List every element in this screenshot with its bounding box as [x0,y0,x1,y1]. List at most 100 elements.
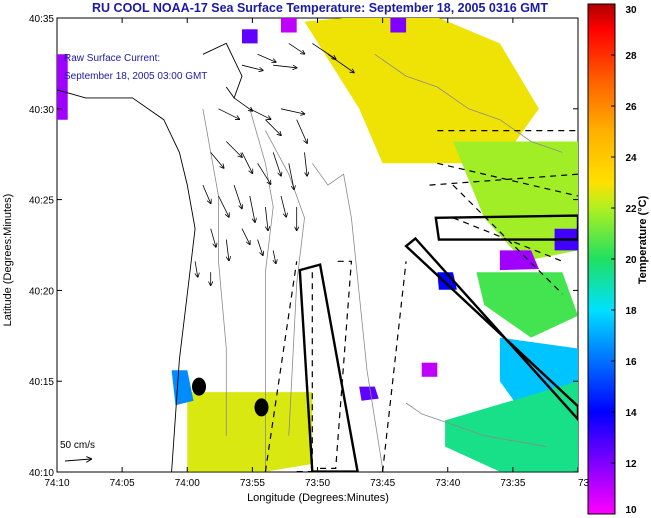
sst-patch-0 [187,392,313,472]
coastline-segment-0 [57,89,196,472]
current-vector-5 [312,43,335,59]
current-vector-3 [288,43,305,53]
x-tick-label: 74:05 [110,478,135,489]
y-tick-label: 40:30 [29,105,54,116]
colorbar-tick-label: 18 [625,306,637,317]
coastline-layer [57,42,243,472]
colorbar-tick-label: 12 [625,459,637,470]
bathymetry-layer [202,53,563,469]
bathymetry-contour-0 [202,108,227,436]
colorbar [587,3,616,515]
scale-arrow-label: 50 cm/s [60,440,95,451]
x-tick-label: 73:55 [240,478,265,489]
current-vector-14 [241,152,252,173]
sst-layer [57,18,578,472]
radar-sector-line-3 [382,261,407,472]
sst-patch-6 [57,54,68,120]
y-tick-label: 40:10 [29,468,54,479]
current-vector-0 [241,64,263,70]
bathymetry-contour-1 [249,108,274,469]
current-vector-16 [272,152,281,175]
current-vector-10 [280,108,304,114]
sst-patch-3 [476,272,578,338]
x-tick-label: 73:35 [500,478,525,489]
x-tick-label: 73:45 [370,478,395,489]
radar-sector-layer [264,130,578,472]
current-vector-22 [249,195,255,222]
colorbar-tick-label: 28 [625,51,637,62]
sst-patch-9 [421,362,438,377]
station-marker-layer [192,377,269,417]
sst-patch-2 [453,141,578,262]
current-vector-27 [225,239,229,261]
radar-box-1 [404,236,578,422]
current-vector-18 [304,152,308,175]
current-vector-layer [195,43,354,285]
y-tick-label: 40:35 [29,14,54,25]
current-vector-8 [249,108,271,119]
scale-arrow [64,459,91,461]
x-tick-label: 73:50 [305,478,330,489]
current-vector-12 [210,152,224,168]
sst-patch-11 [499,250,539,271]
bathymetry-contour-2 [265,130,305,436]
bathymetry-contour-5 [405,402,547,447]
sst-patch-5 [445,381,578,472]
current-vector-7 [233,97,252,111]
radar-box-0 [434,214,578,241]
radar-sector-line-5 [437,162,578,197]
sst-patch-12 [281,18,297,33]
colorbar-tick-label: 30 [625,5,637,16]
x-axis-label: Longitude (Degrees:Minutes) [247,492,389,504]
y-tick-label: 40:15 [29,377,54,388]
current-vector-15 [257,163,271,184]
coastline-segment-1 [202,42,243,99]
current-vector-1 [257,53,276,62]
radar-sector-line-0 [320,260,353,469]
radar-sector-line-4 [429,173,578,186]
colorbar-tick-label: 10 [625,505,637,516]
sst-patch-10 [437,272,457,290]
station-marker-0 [192,377,206,396]
current-vector-20 [218,195,229,217]
radar-sector-line-2 [264,261,298,472]
colorbar-tick-label: 14 [625,408,637,419]
bathymetry-contour-4 [374,53,563,153]
colorbar-ticks: 10 12 14 16 18 20 22 24 26 28 30 [611,3,637,516]
current-vector-2 [273,64,296,68]
current-vector-19 [202,184,211,203]
current-vector-26 [210,228,216,247]
subtitle-line-1: Raw Surface Current: [64,53,160,64]
x-tick-label: 74:10 [44,478,69,489]
colorbar-tick-label: 22 [625,204,637,215]
current-vector-11 [296,119,307,143]
subtitle-line-2: September 18, 2005 03:00 GMT [64,71,207,82]
current-vector-31 [195,261,198,277]
current-vector-13 [226,141,242,158]
current-vector-23 [265,206,268,230]
current-vector-28 [241,228,250,245]
sst-patch-13 [390,18,407,33]
y-tick-label: 40:20 [29,286,54,297]
station-marker-1 [254,398,269,417]
colorbar-tick-label: 20 [625,255,637,266]
current-vector-17 [288,163,294,189]
sst-patch-1 [304,18,539,164]
sst-patch-14 [242,29,258,44]
y-tick-label: 40:25 [29,196,54,207]
current-vector-24 [280,195,286,217]
colorbar-tick-label: 16 [625,357,637,368]
current-vector-9 [265,119,281,136]
x-tick-label: 73:40 [435,478,460,489]
sst-patch-8 [359,386,379,401]
colorbar-tick-label: 24 [625,153,637,164]
current-vector-21 [233,184,242,208]
colorbar-label: Temperature (°C) [637,195,649,284]
y-axis-label: Latitude (Degrees:Minutes) [2,194,14,327]
x-tick-label: 74:00 [175,478,200,489]
radar-box-2 [298,263,359,472]
current-vector-30 [273,250,276,263]
y-axis: 40:10 40:15 40:20 40:25 40:30 40:35 [29,14,578,479]
current-vector-29 [257,239,263,256]
